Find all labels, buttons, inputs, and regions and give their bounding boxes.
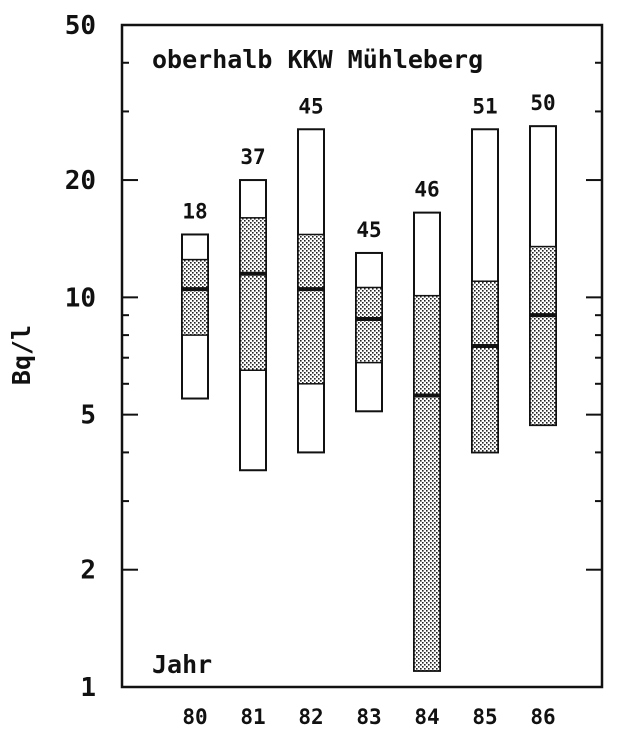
y-tick-label: 2 — [80, 556, 96, 586]
count-label: 18 — [182, 199, 207, 223]
x-tick-label: 86 — [530, 705, 555, 729]
box-series: 18 37 45 45 46 51 50 — [181, 91, 557, 672]
x-tick-label: 85 — [472, 705, 497, 729]
quartile-box — [529, 245, 557, 426]
x-tick-label: 82 — [298, 705, 323, 729]
quartile-box — [239, 217, 267, 372]
box-86: 50 — [529, 91, 557, 427]
box-84: 46 — [413, 178, 441, 672]
y-axis-ticks-right — [586, 24, 602, 688]
box-81: 37 — [239, 145, 267, 472]
y-axis-ticks-left — [122, 24, 138, 688]
box-82: 45 — [297, 94, 325, 454]
box-80: 18 — [181, 199, 209, 400]
quartile-box — [297, 233, 325, 385]
y-tick-label: 5 — [80, 401, 96, 431]
quartile-box — [413, 294, 441, 672]
y-tick-label: 10 — [65, 283, 96, 313]
y-tick-label: 50 — [65, 11, 96, 41]
count-label: 46 — [414, 178, 439, 202]
box-85: 51 — [471, 94, 499, 454]
x-tick-label: 80 — [182, 705, 207, 729]
quartile-box — [471, 280, 499, 454]
count-label: 37 — [240, 145, 265, 169]
x-tick-label: 81 — [240, 705, 265, 729]
count-label: 45 — [298, 94, 323, 118]
count-label: 45 — [356, 218, 381, 242]
y-tick-label: 1 — [80, 673, 96, 703]
x-tick-label: 83 — [356, 705, 381, 729]
quartile-box — [181, 258, 209, 336]
x-axis-tick-labels: 80 81 82 83 84 85 86 — [182, 705, 555, 729]
count-label: 51 — [472, 94, 497, 118]
y-axis-tick-labels: 1 2 5 10 20 50 — [65, 11, 96, 703]
y-axis-label: Bq/l — [7, 325, 36, 385]
quartile-box — [355, 286, 383, 364]
chart-title: oberhalb KKW Mühleberg — [152, 45, 483, 74]
x-axis-label: Jahr — [152, 650, 212, 679]
y-tick-label: 20 — [65, 166, 96, 196]
count-label: 50 — [530, 91, 555, 115]
x-tick-label: 84 — [414, 705, 439, 729]
plot-frame — [120, 23, 604, 689]
box-83: 45 — [355, 218, 383, 413]
